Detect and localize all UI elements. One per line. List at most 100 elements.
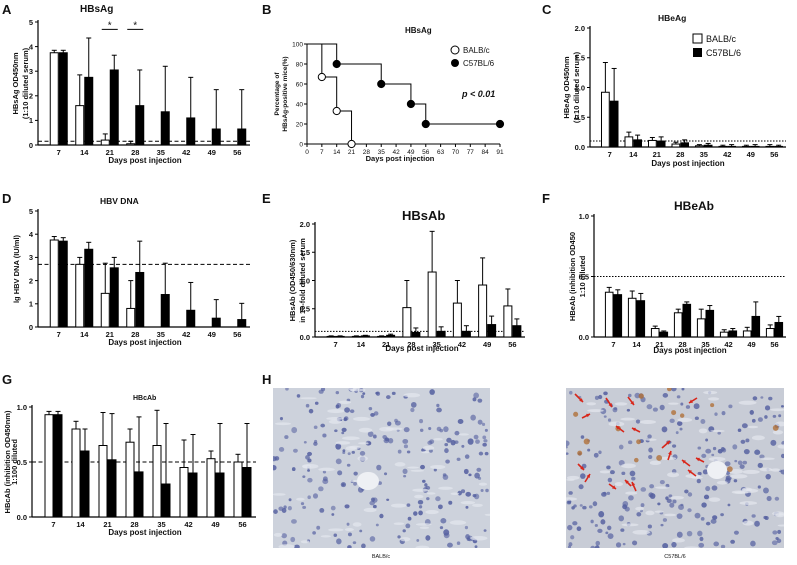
x-tick-label: 7 <box>57 148 61 157</box>
sinusoid-space <box>742 520 754 526</box>
nucleus-dot <box>367 431 374 437</box>
nucleus-dot <box>403 474 407 478</box>
nucleus-dot <box>465 491 472 497</box>
nucleus-dot <box>713 541 720 547</box>
x-axis-label: Days post injection <box>108 338 181 347</box>
nucleus-dot <box>751 418 756 423</box>
x-tick-label: 42 <box>723 150 731 159</box>
y-tick-label: 0.5 <box>17 458 27 467</box>
nucleus-dot <box>764 516 769 521</box>
bar-balbc-day-56 <box>765 145 775 148</box>
nucleus-dot <box>598 394 603 400</box>
nucleus-dot <box>662 542 669 548</box>
nucleus-dot <box>676 421 683 426</box>
sinusoid-space <box>614 482 623 487</box>
y-axis-label: HBeAb (inhibition OD450 <box>568 232 577 321</box>
nucleus-dot <box>446 437 452 443</box>
nucleus-dot <box>307 477 313 483</box>
x-tick-label: 35 <box>701 340 709 349</box>
x-axis-label: Days post injection <box>385 344 458 353</box>
nucleus-dot <box>757 417 763 422</box>
nucleus-dot <box>588 505 593 509</box>
nucleus-dot <box>661 426 668 433</box>
y-tick-label: 1 <box>29 300 33 309</box>
nucleus-dot <box>391 391 396 395</box>
bar-c57-day-21 <box>109 267 119 328</box>
bar-balbc-day-49 <box>741 145 751 148</box>
sinusoid-space <box>739 501 758 505</box>
bar-c57-day-14 <box>360 335 370 338</box>
sinusoid-space <box>484 513 490 516</box>
bar-c57-day-35 <box>703 144 713 148</box>
nucleus-dot <box>474 472 480 479</box>
bar-balbc-day-21 <box>650 328 660 338</box>
nucleus-dot <box>485 488 489 493</box>
nucleus-dot <box>598 450 602 455</box>
nucleus-dot <box>598 511 605 518</box>
y-tick-label: 0.0 <box>17 513 27 522</box>
red-arrow-head <box>688 470 692 474</box>
nucleus-dot <box>697 446 702 450</box>
sinusoid-space <box>273 493 286 496</box>
nucleus-dot <box>593 452 599 458</box>
y-tick-label: 0.0 <box>575 143 585 152</box>
nucleus-dot <box>473 392 479 399</box>
red-arrow-head <box>616 426 620 430</box>
nucleus-dot <box>566 445 568 449</box>
nucleus-dot <box>687 508 692 513</box>
bar-c57-day-28 <box>135 271 145 328</box>
sinusoid-space <box>393 522 405 525</box>
nucleus-dot <box>456 457 461 461</box>
red-arrow-head <box>668 451 672 455</box>
stained-cell <box>679 413 685 418</box>
nucleus-dot <box>606 491 611 495</box>
y-axis-label: in 10-fold diluted serum <box>298 238 307 323</box>
y-axis-label: HBcAb (inhibition OD450nm) <box>3 410 12 513</box>
chart-title: HBsAb <box>402 208 445 223</box>
nucleus-dot <box>278 506 284 511</box>
nucleus-dot <box>648 447 653 453</box>
nucleus-dot <box>721 411 726 416</box>
y-axis-label: HBsAb (OD450/630nm) <box>288 239 297 321</box>
sinusoid-space <box>415 545 430 548</box>
nucleus-dot <box>701 453 707 459</box>
nucleus-dot <box>603 391 608 396</box>
point-c57 <box>421 119 430 129</box>
nucleus-dot <box>402 468 408 475</box>
nucleus-dot <box>302 475 306 478</box>
y-tick-label: 4 <box>29 230 34 239</box>
nucleus-dot <box>569 390 573 395</box>
x-tick-label: 84 <box>482 149 490 156</box>
bar-balbc-day-49 <box>478 284 488 338</box>
nucleus-dot <box>590 545 596 548</box>
significance-star: * <box>133 20 137 31</box>
bar-c57-day-49 <box>751 315 761 338</box>
nucleus-dot <box>436 403 440 408</box>
nucleus-dot <box>287 506 292 511</box>
sinusoid-space <box>668 402 679 405</box>
red-arrow-head <box>612 485 616 489</box>
nucleus-dot <box>597 528 603 533</box>
bar-balbc-day-56 <box>503 305 513 338</box>
sinusoid-space <box>328 419 342 424</box>
bar-c57-day-49 <box>215 472 225 518</box>
sinusoid-space <box>731 490 746 494</box>
sinusoid-space <box>460 500 476 505</box>
y-tick-label: 60 <box>296 82 304 89</box>
nucleus-dot <box>482 435 487 440</box>
bar-c57-day-21 <box>386 334 396 338</box>
x-tick-label: 21 <box>382 340 390 349</box>
sinusoid-space <box>348 388 357 392</box>
sinusoid-space <box>772 430 784 435</box>
nucleus-dot <box>410 407 415 413</box>
nucleus-dot <box>752 396 758 401</box>
nucleus-dot <box>768 396 773 401</box>
y-tick-label: 1.5 <box>300 248 310 257</box>
sinusoid-space <box>587 409 604 413</box>
nucleus-dot <box>422 479 426 483</box>
y-tick-label: 4 <box>29 42 34 51</box>
chart-hbeab: HBeAb 0.0 0.5 1.0 7 14 21 28 35 42 49 56 Days post i… <box>568 199 786 355</box>
sinusoid-space <box>621 523 639 527</box>
nucleus-dot <box>331 513 335 516</box>
y-axis-label: HBsAg OD450nm <box>11 52 20 114</box>
